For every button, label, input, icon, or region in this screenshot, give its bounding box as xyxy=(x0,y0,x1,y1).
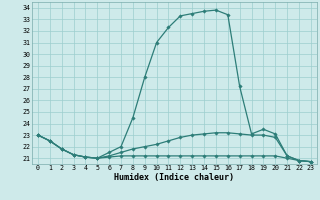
X-axis label: Humidex (Indice chaleur): Humidex (Indice chaleur) xyxy=(115,172,234,182)
